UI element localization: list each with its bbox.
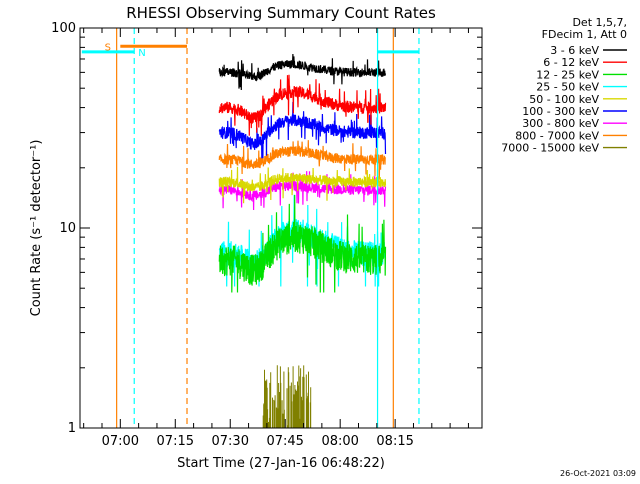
legend-label-100-300-kev: 100 - 300 keV [522,105,599,118]
y-axis: 1 10 100 [51,21,482,436]
x-tick-label-0745: 07:45 [266,434,303,449]
legend-label-25-50-kev: 25 - 50 keV [536,81,599,94]
series-3-6-kev-trace [218,53,387,91]
time-markers: SN [81,28,420,428]
x-tick-label-0715: 07:15 [157,434,194,449]
x-tick-label-0730: 07:30 [212,434,249,449]
legend-label-3-6-kev: 3 - 6 keV [550,44,599,57]
y-tick-label-10: 10 [59,221,76,236]
x-axis-label: Start Time (27-Jan-16 06:48:22) [177,456,385,471]
legend-label-6-12-kev: 6 - 12 keV [543,56,599,69]
legend-label-12-25-kev: 12 - 25 keV [536,68,599,81]
saa-label: S [105,42,111,53]
x-tick-label-0800: 08:00 [321,434,358,449]
generation-timestamp: 26-Oct-2021 03:09 [560,469,636,478]
series-800-7000-kev-trace [218,140,387,180]
series-7000-15000-kev-trace [262,365,312,428]
legend-label-800-7000-kev: 800 - 7000 keV [515,129,599,142]
series-300-800-kev-trace [218,171,387,211]
legend-header-line-1: Det 1,5,7, [572,16,627,29]
y-axis-label: Count Rate (s⁻¹ detector⁻¹) [29,140,44,317]
legend-label-300-800-kev: 300 - 800 keV [522,117,599,130]
x-tick-label-0700: 07:00 [102,434,139,449]
x-tick-label-0815: 08:15 [376,434,413,449]
night-label: N [138,48,145,59]
data-traces [218,53,387,428]
series-50-100-kev-trace [218,166,387,204]
legend-label-50-100-kev: 50 - 100 keV [529,93,599,106]
series-100-300-kev-trace [218,101,387,159]
series-6-12-kev-trace [218,74,387,136]
chart-title: RHESSI Observing Summary Count Rates [126,4,436,22]
legend-header-line-2: FDecim 1, Att 0 [542,28,627,41]
x-axis: 07:00 07:15 07:30 07:45 08:00 08:15 [83,28,469,449]
series-12-25-kev-trace [218,194,387,293]
legend-label-7000-15000-kev: 7000 - 15000 keV [501,142,599,155]
y-tick-label-100: 100 [51,21,76,36]
y-tick-label-1: 1 [68,421,76,436]
